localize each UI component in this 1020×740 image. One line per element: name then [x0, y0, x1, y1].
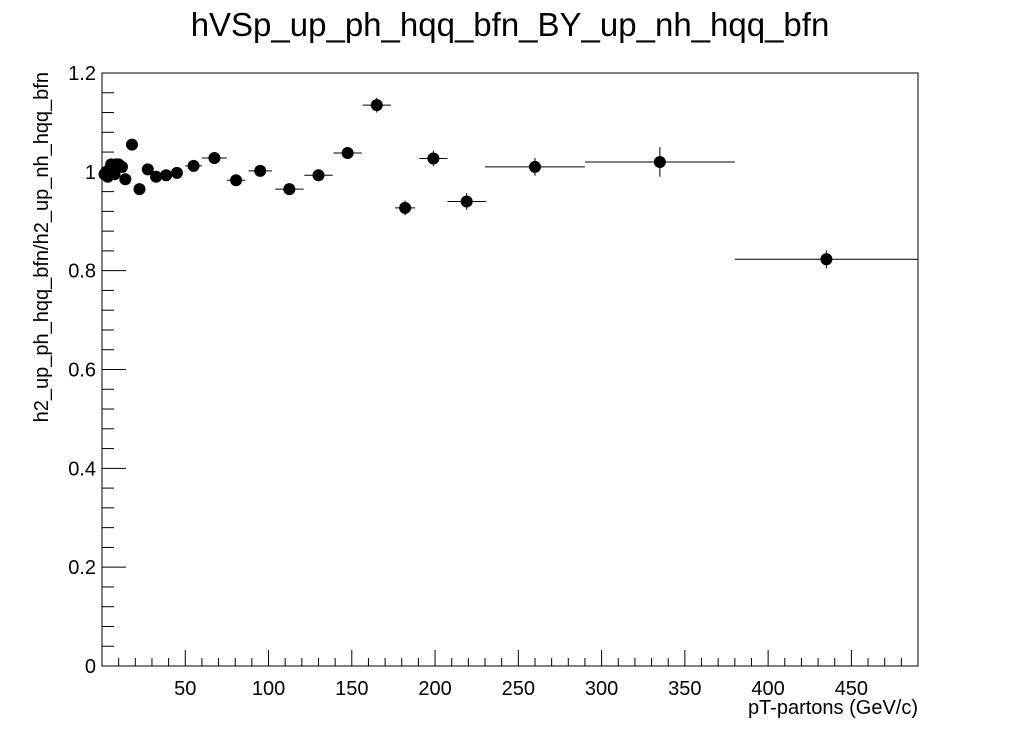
y-tick-label: 0.8 — [68, 261, 96, 283]
data-point — [170, 166, 183, 179]
data-point — [370, 99, 383, 112]
y-tick-label: 1.2 — [68, 63, 96, 85]
y-axis: 0 0.2 0.4 0.6 0.8 1 1.2 — [68, 63, 126, 678]
x-axis: 50 100 150 200 250 300 350 400 450 — [118, 650, 902, 700]
x-tick-label: 300 — [585, 678, 618, 700]
y-tick-label: 0.6 — [68, 360, 96, 382]
data-point — [528, 160, 541, 173]
data-point — [208, 151, 221, 164]
x-axis-label: pT-partons (GeV/c) — [748, 697, 918, 719]
data-point — [820, 253, 833, 266]
y-tick-label: 1 — [85, 162, 96, 184]
x-tick-label: 350 — [668, 678, 701, 700]
data-point — [230, 174, 243, 187]
data-point — [283, 183, 296, 196]
y-tick-label: 0.4 — [68, 458, 96, 480]
x-tick-label: 450 — [835, 678, 868, 700]
data-point — [254, 164, 267, 177]
chart-title: hVSp_up_ph_hqq_bfn_BY_up_nh_hqq_bfn — [190, 6, 830, 43]
data-point — [341, 147, 354, 160]
x-tick-label: 400 — [751, 678, 784, 700]
data-point — [399, 201, 412, 214]
data-point — [312, 169, 325, 182]
data-point — [133, 183, 146, 196]
data-point — [115, 160, 128, 173]
data-point — [108, 168, 121, 181]
plot-frame — [101, 72, 919, 667]
data-point — [427, 152, 440, 165]
data-point — [460, 195, 473, 208]
data-point — [119, 173, 132, 186]
x-tick-label: 150 — [335, 678, 368, 700]
x-tick-label: 50 — [174, 678, 196, 700]
data-series — [98, 97, 918, 269]
y-tick-label: 0 — [85, 656, 96, 678]
data-point — [125, 138, 138, 151]
y-tick-label: 0.2 — [68, 557, 96, 579]
data-point — [141, 163, 154, 176]
y-axis-label: h2_up_ph_hqq_bfn/h2_up_nh_hqq_bfn — [31, 72, 53, 422]
data-point — [150, 170, 163, 183]
data-point — [187, 159, 200, 172]
data-point — [653, 155, 666, 168]
x-tick-label: 250 — [502, 678, 535, 700]
x-tick-label: 200 — [418, 678, 451, 700]
data-point — [160, 169, 173, 182]
x-tick-label: 100 — [252, 678, 285, 700]
